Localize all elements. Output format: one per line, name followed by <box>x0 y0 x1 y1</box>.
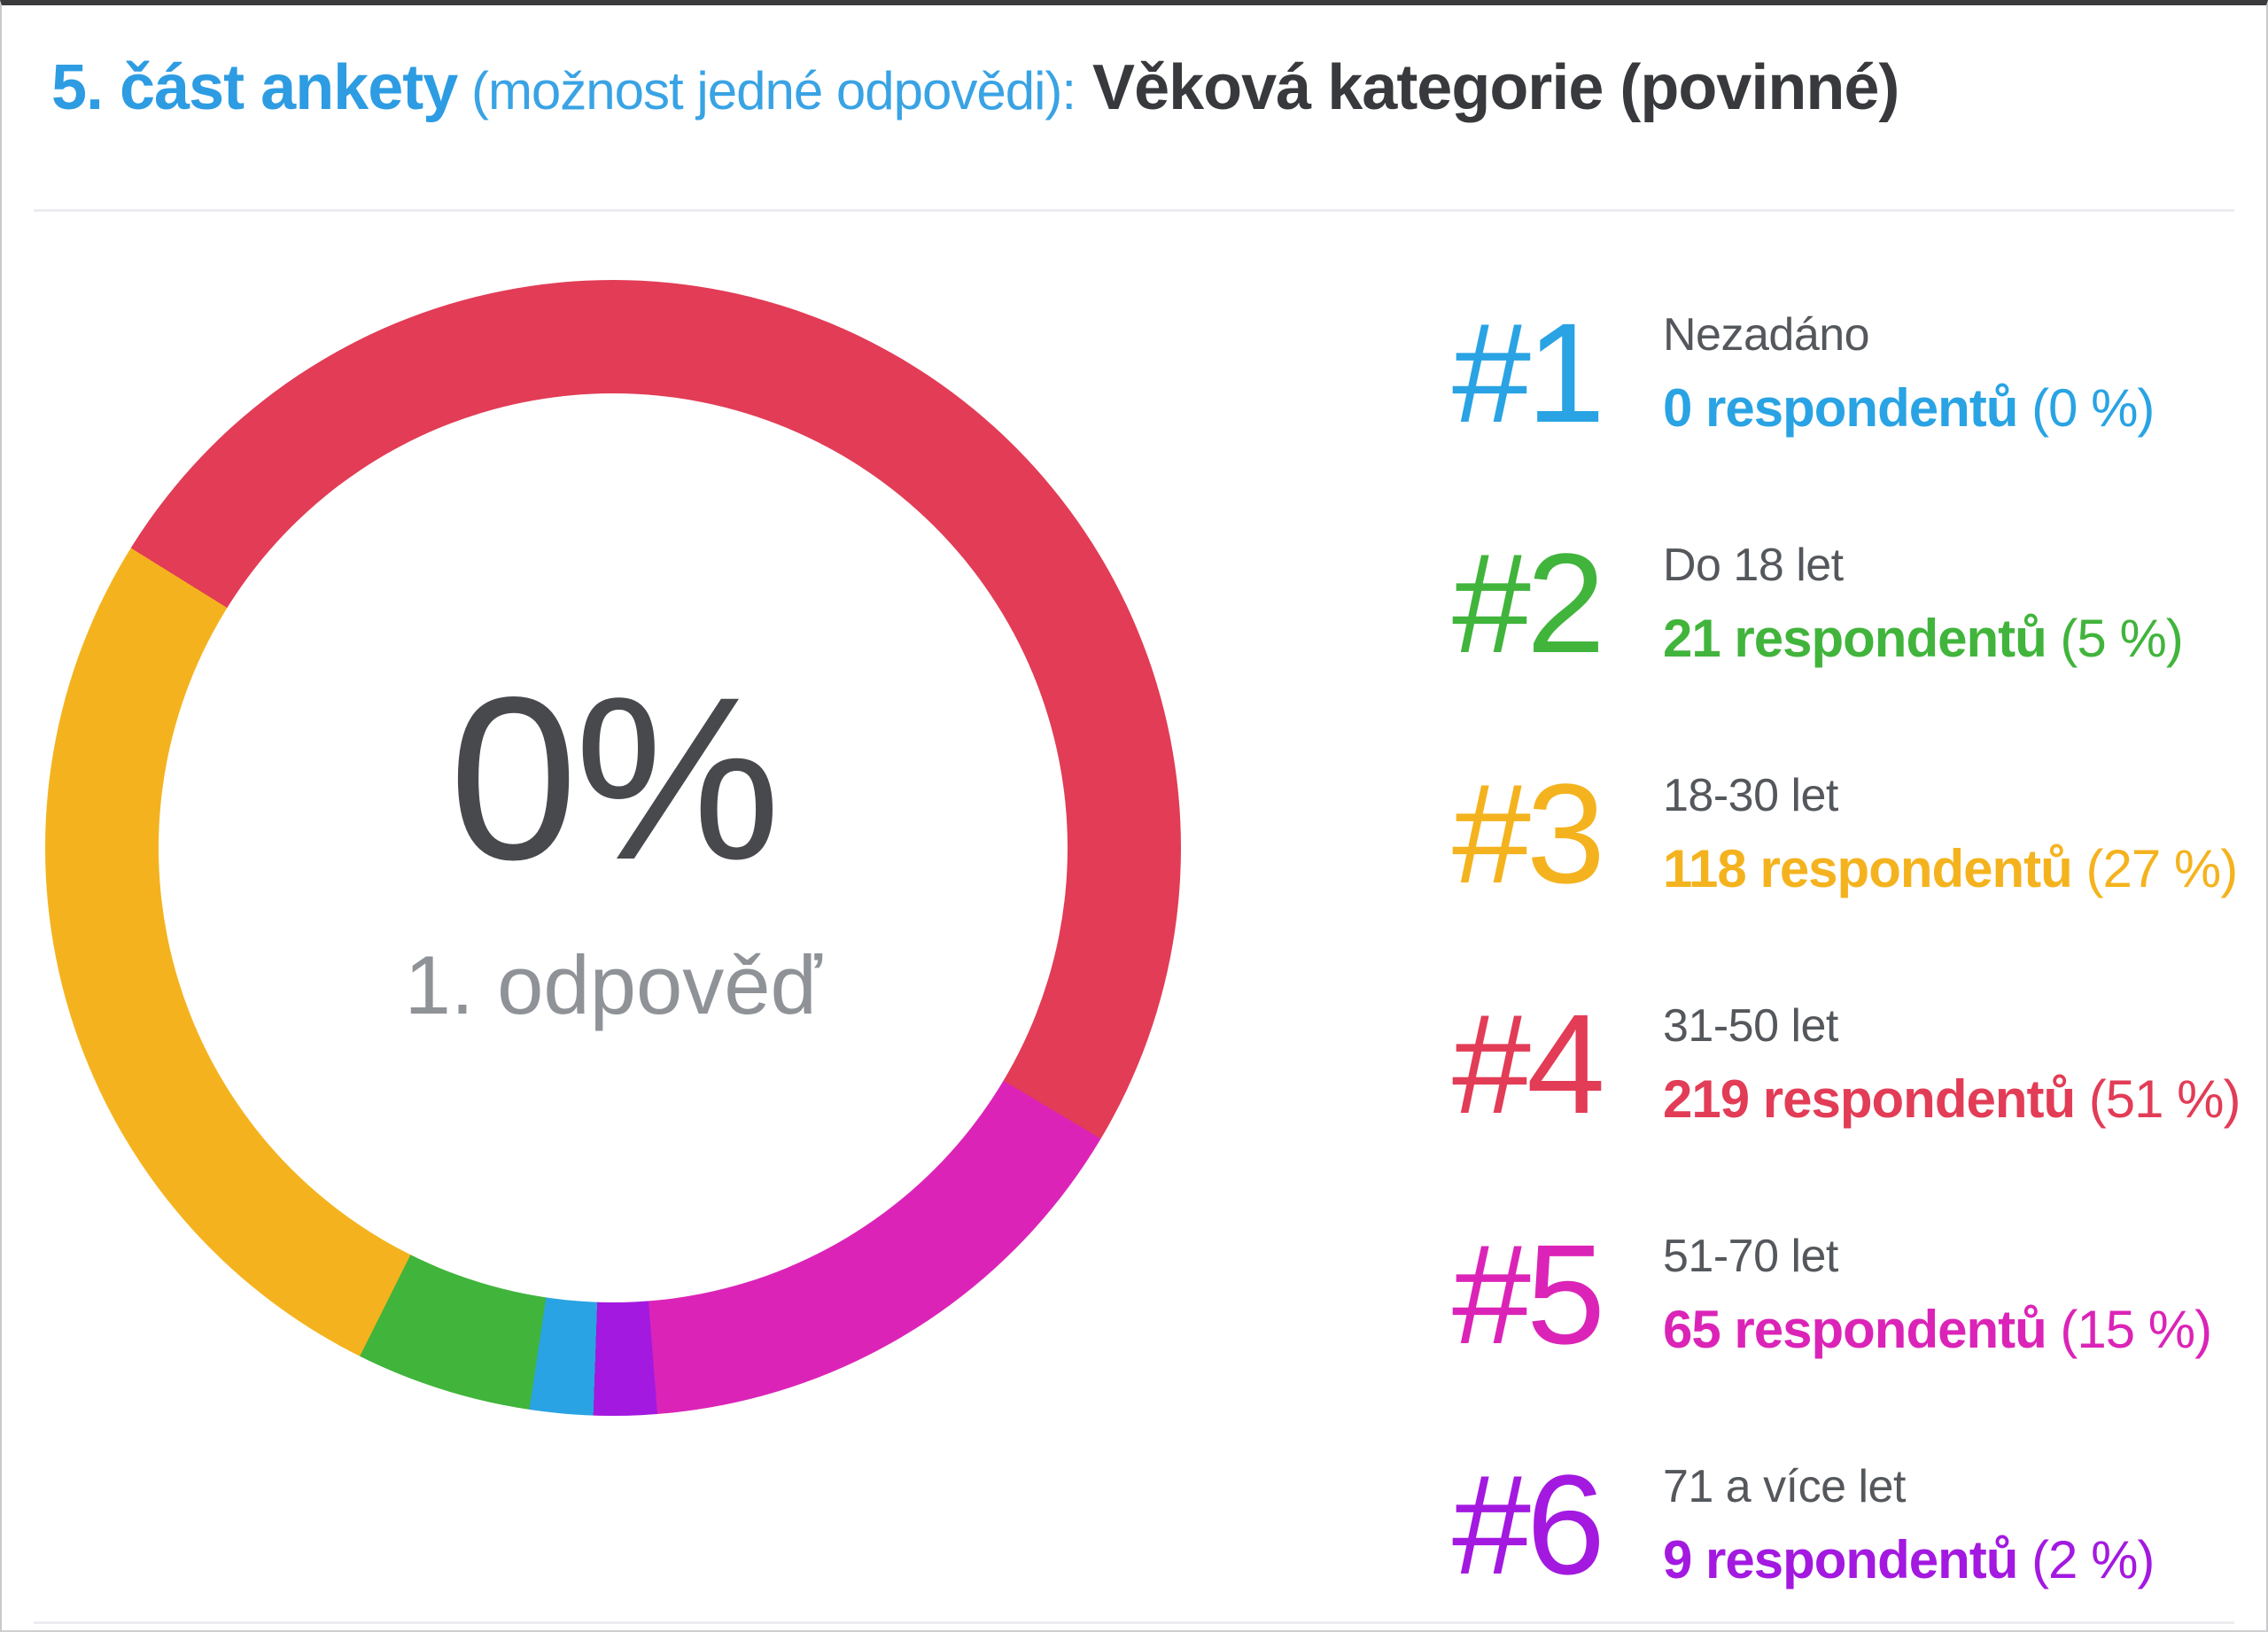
question-title: Věková kategorie (povinné) <box>1076 52 1899 123</box>
title-divider <box>34 209 2234 212</box>
legend-counts: 65 respondentů (15 %) <box>1663 1299 2212 1360</box>
legend-item-nezadano[interactable]: #1 Nezadáno 0 respondentů (0 %) <box>1452 271 2232 475</box>
legend-label: 51-70 let <box>1663 1230 1838 1282</box>
donut-chart[interactable]: 0% 1. odpověď <box>45 280 1181 1416</box>
legend-label: Do 18 let <box>1663 539 1844 591</box>
legend-counts: 9 respondentů (2 %) <box>1663 1529 2155 1590</box>
legend-label: 18-30 let <box>1663 769 1838 821</box>
survey-part-title: 5. část ankety <box>51 52 458 123</box>
legend-rank: #4 <box>1452 984 1605 1143</box>
legend-label: 71 a více let <box>1663 1460 1906 1512</box>
respondent-count: 219 respondentů <box>1663 1069 2076 1129</box>
respondent-percentage: (27 %) <box>2085 838 2238 898</box>
respondent-count: 21 respondentů <box>1663 608 2047 668</box>
center-answer-label: 1. odpověď <box>404 938 822 1031</box>
respondent-count: 65 respondentů <box>1663 1299 2047 1359</box>
respondent-count: 9 respondentů <box>1663 1529 2018 1589</box>
legend-item-31-50-let[interactable]: #4 31-50 let 219 respondentů (51 %) <box>1452 962 2241 1166</box>
respondent-percentage: (2 %) <box>2031 1529 2155 1589</box>
legend-rank: #3 <box>1452 754 1605 913</box>
legend-rank: #6 <box>1452 1445 1605 1604</box>
respondent-percentage: (0 %) <box>2031 377 2155 438</box>
legend-item-71-a-vice-let[interactable]: #6 71 a více let 9 respondentů (2 %) <box>1452 1423 2232 1627</box>
respondent-percentage: (51 %) <box>2088 1069 2241 1129</box>
answer-mode-note: (možnost jedné odpovědi): <box>457 61 1076 120</box>
respondent-count: 0 respondentů <box>1663 377 2018 438</box>
legend-item-18-30-let[interactable]: #3 18-30 let 118 respondentů (27 %) <box>1452 732 2238 936</box>
section-divider <box>34 1621 2234 1624</box>
legend-rank: #5 <box>1452 1215 1605 1373</box>
legend-rank: #2 <box>1452 524 1605 682</box>
page-title: 5. část ankety (možnost jedné odpovědi):… <box>51 51 2231 125</box>
legend-counts: 21 respondentů (5 %) <box>1663 608 2184 669</box>
respondent-percentage: (15 %) <box>2060 1299 2212 1359</box>
legend-rank: #1 <box>1452 293 1605 452</box>
legend-counts: 118 respondentů (27 %) <box>1663 838 2238 899</box>
respondent-count: 118 respondentů <box>1663 838 2073 898</box>
legend-label: 31-50 let <box>1663 999 1838 1052</box>
legend-item-51-70-let[interactable]: #5 51-70 let 65 respondentů (15 %) <box>1452 1193 2232 1396</box>
donut-center: 0% 1. odpověď <box>159 393 1068 1302</box>
center-percentage: 0% <box>448 649 781 908</box>
respondent-percentage: (5 %) <box>2060 608 2183 668</box>
legend-counts: 0 respondentů (0 %) <box>1663 377 2155 439</box>
legend-item-do-18-let[interactable]: #2 Do 18 let 21 respondentů (5 %) <box>1452 501 2232 705</box>
legend-label: Nezadáno <box>1663 308 1870 361</box>
legend-counts: 219 respondentů (51 %) <box>1663 1069 2241 1130</box>
